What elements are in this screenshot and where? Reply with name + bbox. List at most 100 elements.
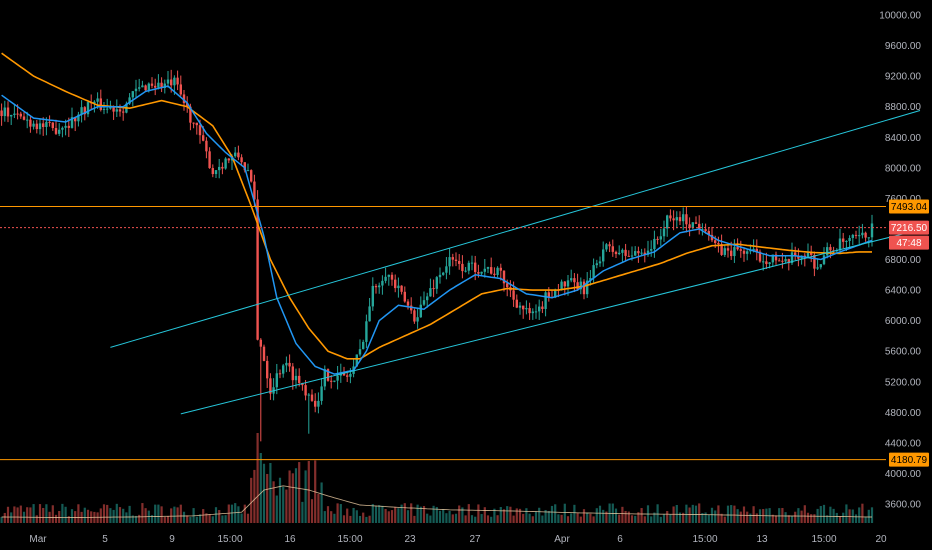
volume-bar (717, 505, 720, 523)
volume-bar (16, 507, 19, 523)
volume-bar (262, 463, 266, 523)
volume-bar (573, 504, 576, 523)
volume-bar (278, 477, 282, 523)
volume-bar (554, 504, 557, 523)
candle-body (371, 285, 374, 307)
volume-bar (803, 505, 806, 523)
volume-bar (397, 508, 400, 523)
indicator-lines (1, 52, 921, 415)
candle-body (275, 373, 278, 388)
candle-body (819, 264, 822, 268)
volume-bar (390, 510, 394, 523)
candle-body (346, 375, 349, 377)
volume-bar (362, 512, 365, 523)
volume-bar (547, 511, 550, 523)
volume-bar (387, 511, 390, 523)
candle-body (826, 247, 829, 256)
candle-body (845, 241, 848, 243)
volume-bar (586, 512, 589, 523)
candle-body (128, 97, 131, 104)
candle-body (285, 362, 288, 366)
candle-body (797, 256, 800, 259)
volume-bar (230, 504, 234, 523)
candle-body (806, 252, 810, 258)
candle-body (173, 77, 176, 86)
volume-bar (416, 504, 419, 523)
volume-bar (221, 515, 224, 523)
volume-bar (467, 504, 470, 523)
volume-bar (134, 515, 138, 523)
candle-body (698, 223, 701, 230)
volume-bar (742, 506, 746, 523)
candle-body (787, 259, 790, 264)
candle-body (29, 119, 32, 127)
volume-bar (301, 501, 304, 523)
volume-bar (374, 506, 378, 523)
volume-bar (358, 515, 362, 523)
volume-bar (182, 511, 186, 523)
time-tick-label: 15:00 (217, 534, 242, 545)
volume-bar (435, 507, 438, 523)
candle-body (525, 308, 528, 310)
candle-body (294, 375, 298, 381)
candle-body (307, 394, 310, 396)
volume-bar (570, 513, 573, 523)
candle-body (381, 280, 384, 286)
volume-bar (630, 515, 634, 523)
volume-bar (29, 507, 32, 523)
candle-body (16, 113, 19, 115)
candle-body (378, 285, 381, 288)
volume-bar (640, 508, 643, 523)
candle-body (704, 229, 707, 232)
channel-upper-line (110, 110, 921, 348)
candle-body (160, 82, 163, 89)
candle-body (157, 82, 160, 88)
candle-body (106, 108, 109, 110)
volume-bar (659, 516, 662, 523)
volume-bar (240, 513, 243, 523)
candle-body (320, 386, 323, 401)
candle-body (122, 111, 125, 113)
volume-bar (269, 463, 272, 523)
badge-price-label: 7216.50 (891, 223, 928, 234)
candle-body (816, 267, 819, 269)
candle-body (246, 170, 250, 172)
volume-bar (582, 509, 586, 523)
time-tick-label: 23 (404, 534, 416, 545)
candle-body (179, 84, 182, 95)
volume-bar (838, 516, 842, 523)
volume-bar (464, 515, 467, 523)
candle-body (688, 224, 691, 228)
candle-body (291, 366, 294, 381)
volume-bar (243, 504, 246, 523)
candle-body (749, 250, 752, 252)
price-badges: 7493.04 7216.50 47:48 4180.79 (889, 199, 929, 467)
candle-body (96, 98, 99, 102)
candle-body (762, 261, 765, 263)
volume-bar (445, 513, 448, 523)
volume-bar (381, 505, 384, 523)
candle-body (829, 247, 832, 251)
price-axis[interactable]: 10000.00 9600.00 9200.00 8800.00 8400.00 8000… (879, 11, 921, 511)
volume-bar (528, 513, 531, 523)
candle-body (781, 260, 784, 262)
volume-bar (451, 514, 454, 523)
candle-body (454, 259, 458, 262)
volume-bar (83, 507, 86, 523)
time-axis[interactable]: Mar 5 9 15:00 16 15:00 23 27 Apr 6 15:00 13 15:00 20 (29, 534, 887, 545)
volume-bar (186, 515, 189, 523)
volume-bar (650, 516, 653, 523)
candle-body (336, 375, 339, 381)
price-tick-label: 5200.00 (885, 377, 922, 388)
candle-body (314, 400, 317, 407)
volume-bar (70, 509, 74, 523)
volume-bar (422, 505, 426, 523)
time-tick-label: 6 (617, 534, 623, 545)
candle-body (163, 83, 166, 89)
volume-bar (560, 514, 563, 523)
volume-bar (128, 505, 131, 523)
volume-bar (845, 504, 848, 523)
candle-body (566, 280, 570, 287)
